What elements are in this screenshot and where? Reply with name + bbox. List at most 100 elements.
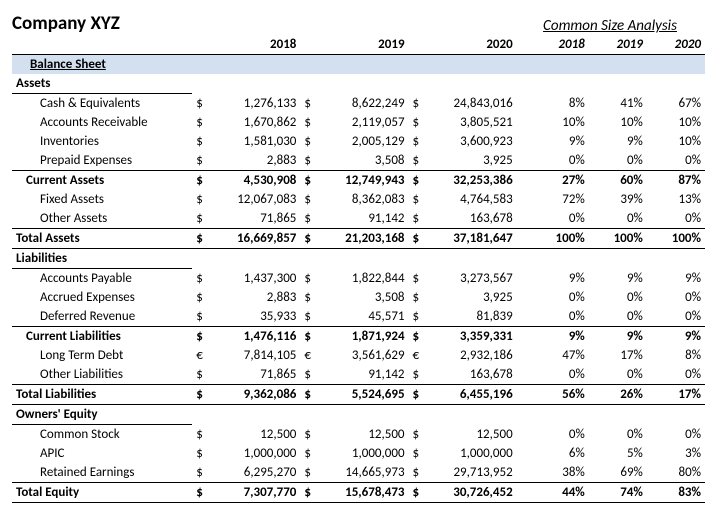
currency-symbol: $	[300, 132, 318, 151]
currency-symbol: $	[192, 209, 210, 229]
currency-symbol: $	[300, 229, 318, 249]
value-cell: 8,362,083	[318, 190, 408, 209]
pct-cell: 0%	[531, 365, 589, 385]
currency-symbol: $	[192, 190, 210, 209]
value-cell: 1,822,844	[318, 269, 408, 289]
row-label: Accounts Payable	[12, 269, 192, 289]
row-label: Inventories	[12, 132, 192, 151]
value-cell: 6,455,196	[427, 385, 517, 405]
row-label: Long Term Debt	[12, 346, 192, 365]
currency-symbol: $	[409, 190, 427, 209]
value-cell: 16,669,857	[210, 229, 300, 249]
currency-symbol: $	[192, 269, 210, 289]
year-header-pct: 2019	[589, 35, 647, 55]
table-row: Deferred Revenue$35,933$45,571$81,8390%0…	[12, 307, 705, 327]
pct-cell: 60%	[589, 171, 647, 191]
pct-cell: 0%	[647, 307, 705, 327]
pct-cell: 0%	[647, 365, 705, 385]
total-row: Total Liabilities$9,362,086$5,524,695$6,…	[12, 385, 705, 405]
pct-cell: 100%	[531, 229, 589, 249]
currency-symbol: $	[300, 307, 318, 327]
value-cell: 2,883	[210, 288, 300, 307]
currency-symbol: $	[300, 463, 318, 483]
value-cell: 1,000,000	[318, 444, 408, 463]
value-cell: 91,142	[318, 365, 408, 385]
table-row: Fixed Assets$12,067,083$8,362,083$4,764,…	[12, 190, 705, 209]
currency-symbol: $	[192, 365, 210, 385]
value-cell: 3,600,923	[427, 132, 517, 151]
currency-symbol: $	[300, 385, 318, 405]
currency-symbol: $	[300, 269, 318, 289]
row-label: Other Assets	[12, 209, 192, 229]
value-cell: 3,925	[427, 288, 517, 307]
pct-cell: 8%	[647, 346, 705, 365]
pct-cell: 0%	[589, 307, 647, 327]
value-cell: 12,500	[427, 425, 517, 445]
value-cell: 2,883	[210, 151, 300, 171]
year-header: 2020	[427, 35, 517, 55]
total-label: Total Assets	[12, 229, 192, 249]
currency-symbol: $	[192, 327, 210, 347]
pct-cell: 0%	[531, 151, 589, 171]
value-cell: 163,678	[427, 365, 517, 385]
currency-symbol: $	[409, 425, 427, 445]
currency-symbol: $	[192, 113, 210, 132]
currency-symbol: $	[300, 171, 318, 191]
value-cell: 163,678	[427, 209, 517, 229]
pct-cell: 17%	[589, 346, 647, 365]
table-row: Other Liabilities$71,865$91,142$163,6780…	[12, 365, 705, 385]
value-cell: 12,749,943	[318, 171, 408, 191]
currency-symbol: $	[300, 113, 318, 132]
pct-cell: 9%	[531, 269, 589, 289]
currency-symbol: $	[409, 365, 427, 385]
pct-cell: 38%	[531, 463, 589, 483]
value-cell: 2,005,129	[318, 132, 408, 151]
currency-symbol: $	[192, 94, 210, 114]
value-cell: 1,437,300	[210, 269, 300, 289]
value-cell: 5,524,695	[318, 385, 408, 405]
value-cell: 1,000,000	[427, 444, 517, 463]
section-header: Balance Sheet	[12, 55, 705, 75]
pct-cell: 69%	[589, 463, 647, 483]
value-cell: 1,871,924	[318, 327, 408, 347]
year-header: 2019	[318, 35, 408, 55]
pct-cell: 0%	[589, 425, 647, 445]
pct-cell: 72%	[531, 190, 589, 209]
group-header: Assets	[12, 74, 192, 94]
pct-cell: 44%	[531, 483, 589, 503]
currency-symbol: $	[409, 483, 427, 503]
currency-symbol: $	[300, 483, 318, 503]
pct-cell: 9%	[531, 132, 589, 151]
subtotal-row: Current Liabilities$1,476,116$1,871,924$…	[12, 327, 705, 347]
currency-symbol: $	[192, 385, 210, 405]
pct-cell: 0%	[647, 425, 705, 445]
row-label: Retained Earnings	[12, 463, 192, 483]
pct-cell: 10%	[647, 132, 705, 151]
currency-symbol: $	[409, 229, 427, 249]
table-row: APIC$1,000,000$1,000,000$1,000,0006%5%3%	[12, 444, 705, 463]
subtotal-label: Current Assets	[12, 171, 192, 191]
currency-symbol: $	[300, 209, 318, 229]
value-cell: 91,142	[318, 209, 408, 229]
row-label: Accounts Receivable	[12, 113, 192, 132]
year-header-pct: 2020	[647, 35, 705, 55]
currency-symbol: $	[300, 288, 318, 307]
pct-cell: 9%	[647, 269, 705, 289]
currency-symbol: $	[409, 132, 427, 151]
currency-symbol: $	[409, 385, 427, 405]
table-row: Cash & Equivalents$1,276,133$8,622,249$2…	[12, 94, 705, 114]
pct-cell: 17%	[647, 385, 705, 405]
total-row: Total Assets$16,669,857$21,203,168$37,18…	[12, 229, 705, 249]
currency-symbol: $	[409, 151, 427, 171]
currency-symbol: $	[300, 425, 318, 445]
value-cell: 2,119,057	[318, 113, 408, 132]
currency-symbol: $	[409, 463, 427, 483]
pct-cell: 0%	[589, 288, 647, 307]
pct-cell: 0%	[647, 151, 705, 171]
pct-cell: 83%	[647, 483, 705, 503]
subtotal-row: Current Assets$4,530,908$12,749,943$32,2…	[12, 171, 705, 191]
value-cell: 12,500	[318, 425, 408, 445]
pct-cell: 41%	[589, 94, 647, 114]
value-cell: 1,000,000	[210, 444, 300, 463]
pct-cell: 67%	[647, 94, 705, 114]
